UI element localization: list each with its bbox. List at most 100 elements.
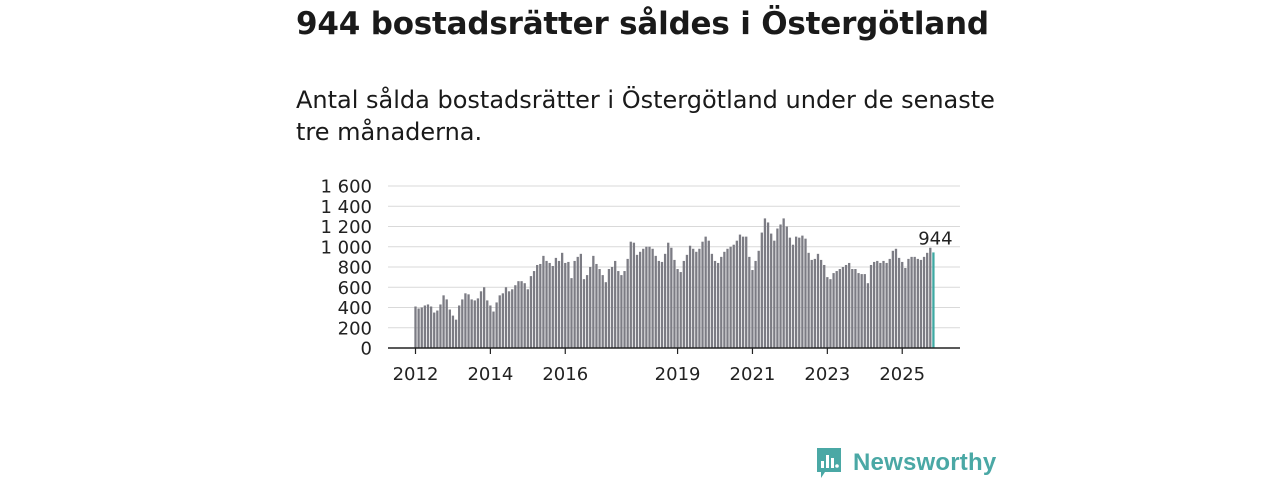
bar: [801, 235, 804, 348]
bar: [869, 264, 873, 348]
bar: [501, 293, 505, 348]
bar: [514, 285, 517, 348]
bar: [623, 271, 626, 348]
bar: [632, 242, 636, 348]
bar: [785, 226, 788, 348]
x-tick-label: 2025: [879, 364, 925, 385]
bar: [461, 299, 464, 348]
bar: [813, 258, 817, 348]
bar: [788, 237, 792, 348]
bar: [414, 306, 417, 348]
bar: [879, 262, 882, 348]
bar: [863, 274, 866, 348]
brand-logo: Newsworthy: [815, 446, 996, 480]
bar: [529, 276, 533, 348]
bar: [723, 251, 726, 348]
bar: [798, 237, 801, 348]
x-tick-label: 2019: [655, 364, 701, 385]
y-tick-label: 600: [338, 278, 372, 299]
bar: [642, 248, 645, 348]
bar: [476, 298, 480, 348]
bar: [738, 234, 742, 348]
bar: [745, 236, 748, 348]
bar: [913, 256, 916, 348]
bar: [826, 277, 829, 348]
bar: [498, 295, 501, 348]
bar: [695, 251, 698, 348]
bar: [685, 254, 689, 348]
bar: [804, 238, 807, 348]
bar: [667, 242, 670, 348]
bar: [436, 310, 439, 348]
bar: [663, 253, 667, 348]
bar: [601, 275, 604, 348]
bar: [629, 241, 632, 348]
bar: [766, 222, 770, 348]
chart-title: 944 bostadsrätter såldes i Östergötland: [296, 6, 989, 42]
y-tick-label: 1 000: [320, 237, 372, 258]
bar: [604, 282, 607, 348]
bar: [626, 258, 629, 348]
bar: [782, 218, 785, 348]
bar: [810, 259, 813, 348]
bar: [539, 263, 542, 348]
bar: [492, 311, 495, 348]
bar: [676, 269, 679, 348]
bar: [482, 287, 486, 348]
bar: [701, 241, 704, 348]
bar: [848, 262, 851, 348]
bar: [876, 260, 879, 348]
bar: [891, 250, 895, 348]
bar: [442, 295, 445, 348]
y-tick-label: 200: [338, 318, 372, 339]
bar: [794, 236, 798, 348]
bar: [439, 304, 442, 348]
bar: [726, 248, 729, 348]
bar: [773, 240, 776, 348]
bars: [414, 218, 935, 348]
bar: [570, 278, 573, 348]
bar: [433, 312, 436, 348]
bar: [776, 228, 779, 348]
bar: [595, 263, 598, 348]
bar: [532, 271, 536, 348]
bar: [894, 248, 898, 348]
bar: [907, 258, 910, 348]
bar-highlight: [932, 252, 935, 348]
bar: [735, 240, 739, 348]
bar: [614, 260, 617, 348]
bar: [507, 291, 511, 348]
bar: [844, 264, 848, 348]
bar: [754, 260, 757, 348]
bar: [635, 254, 639, 348]
bar: [741, 236, 745, 348]
bar: [748, 256, 751, 348]
bar: [651, 248, 654, 348]
bar: [579, 253, 583, 348]
x-tick-label: 2014: [467, 364, 513, 385]
bar: [720, 256, 723, 348]
bar: [479, 291, 483, 348]
bar: [654, 255, 657, 348]
bar: [751, 270, 754, 348]
newsworthy-logo-icon: [817, 448, 841, 478]
bar: [585, 275, 589, 348]
bar: [657, 260, 661, 348]
bar: [854, 269, 857, 348]
bar: [692, 248, 695, 348]
bar: [610, 267, 614, 348]
chart-subtitle: Antal sålda bostadsrätter i Östergötland…: [296, 86, 995, 146]
bar: [919, 259, 923, 348]
bar: [704, 236, 707, 348]
bar: [679, 272, 682, 348]
bar: [489, 305, 492, 348]
y-tick-label: 1 400: [320, 197, 372, 218]
bar: [710, 253, 714, 348]
bar: [617, 271, 620, 348]
bar: [816, 253, 820, 348]
bar: [504, 287, 508, 348]
bar: [897, 257, 901, 348]
bar: [554, 257, 558, 348]
x-tick-label: 2021: [730, 364, 776, 385]
